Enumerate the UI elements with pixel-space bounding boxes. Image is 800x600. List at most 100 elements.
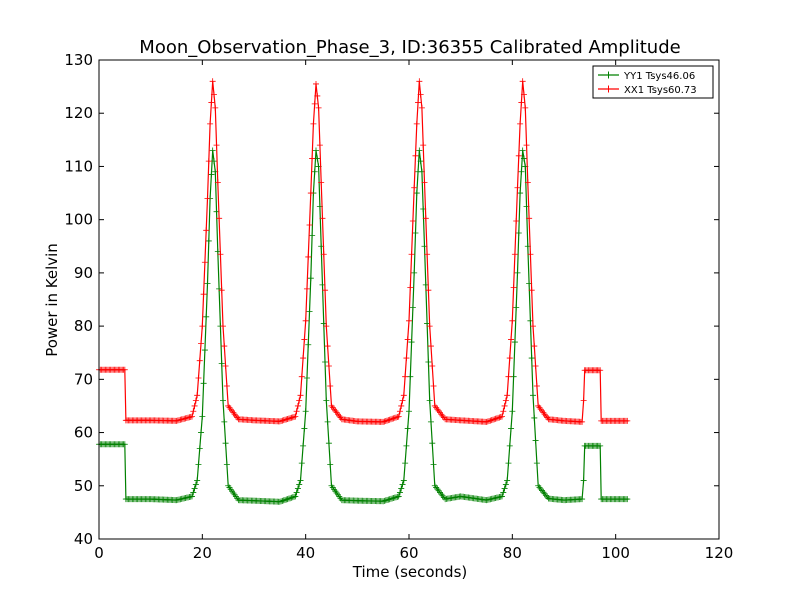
data-point [500,408,507,415]
data-point [200,380,207,387]
data-point [307,275,314,282]
x-tick-label: 80 [503,544,522,562]
data-point [505,460,512,467]
data-point [427,418,434,425]
data-point [322,359,329,366]
data-point [311,168,318,175]
data-point [425,359,432,366]
data-point [190,408,197,415]
data-point [416,78,423,85]
data-point [497,414,504,421]
data-point [306,308,313,315]
legend: YY1 Tsys46.06 XX1 Tsys60.73 [592,65,714,99]
data-point [406,408,412,415]
data-point [220,397,226,404]
data-point [413,190,420,197]
data-point [386,416,393,423]
data-point [524,179,531,186]
data-point [403,355,410,362]
y-axis-label: Power in Kelvin [43,243,61,357]
data-point [400,477,407,484]
data-point [511,339,518,346]
data-point [505,373,512,380]
data-point [517,190,524,197]
data-point [218,287,225,294]
data-point [191,485,198,492]
data-point [385,417,392,424]
data-point [195,375,202,382]
data-point [285,495,292,502]
data-point [192,397,199,404]
series-line-2 [99,81,629,423]
data-point [316,142,323,149]
data-point [402,460,409,467]
data-point [189,493,195,500]
data-point [579,418,586,425]
data-point [280,497,287,504]
data-point [209,78,216,85]
data-point [313,147,319,154]
data-point [510,284,517,291]
data-point [279,497,286,504]
data-point [305,341,312,348]
data-point [519,78,526,85]
data-point [297,392,304,399]
data-point [194,477,201,484]
data-point [198,340,205,347]
data-point [515,229,522,236]
data-point [396,408,403,415]
y-tick-label: 100 [64,211,93,229]
data-point [210,91,217,98]
data-point [194,392,201,399]
data-point [513,217,520,224]
data-point [487,417,494,424]
data-point [195,461,202,468]
data-point [416,147,423,154]
data-point [293,489,300,496]
data-point [309,155,316,162]
data-point [208,171,215,178]
y-tick-label: 60 [74,424,93,442]
data-point [486,418,493,425]
data-point [518,99,525,106]
data-point [514,269,521,276]
data-point [294,402,301,409]
legend-label: YY1 Tsys46.06 [623,71,695,82]
data-point [580,477,587,484]
data-point [306,221,313,228]
data-point [293,408,300,415]
data-point [424,251,431,258]
data-point [413,120,420,127]
data-point [398,485,405,492]
data-point [288,494,295,501]
data-point [313,80,319,87]
data-point [310,120,317,127]
data-point [210,158,217,165]
data-point [514,184,521,191]
data-point [502,397,509,404]
data-point [325,440,332,447]
data-point [393,414,400,421]
data-point [407,373,414,380]
data-point [302,408,309,415]
data-point [380,418,387,425]
x-tick-label: 0 [94,544,104,562]
data-point [309,232,316,239]
y-tick-label: 50 [74,477,93,495]
legend-marker [605,71,612,79]
data-point [402,373,409,380]
data-point [204,195,211,202]
data-point [203,227,210,234]
data-point [283,496,290,503]
data-point [327,382,334,389]
data-point [121,441,128,448]
data-point [520,155,527,162]
data-point [400,392,407,399]
data-point [292,413,299,420]
x-axis: 0 20 40 60 80 100 120 [94,60,733,562]
y-tick-label: 90 [74,264,93,282]
data-point [415,99,422,106]
data-point [408,339,415,346]
data-point [201,259,208,266]
